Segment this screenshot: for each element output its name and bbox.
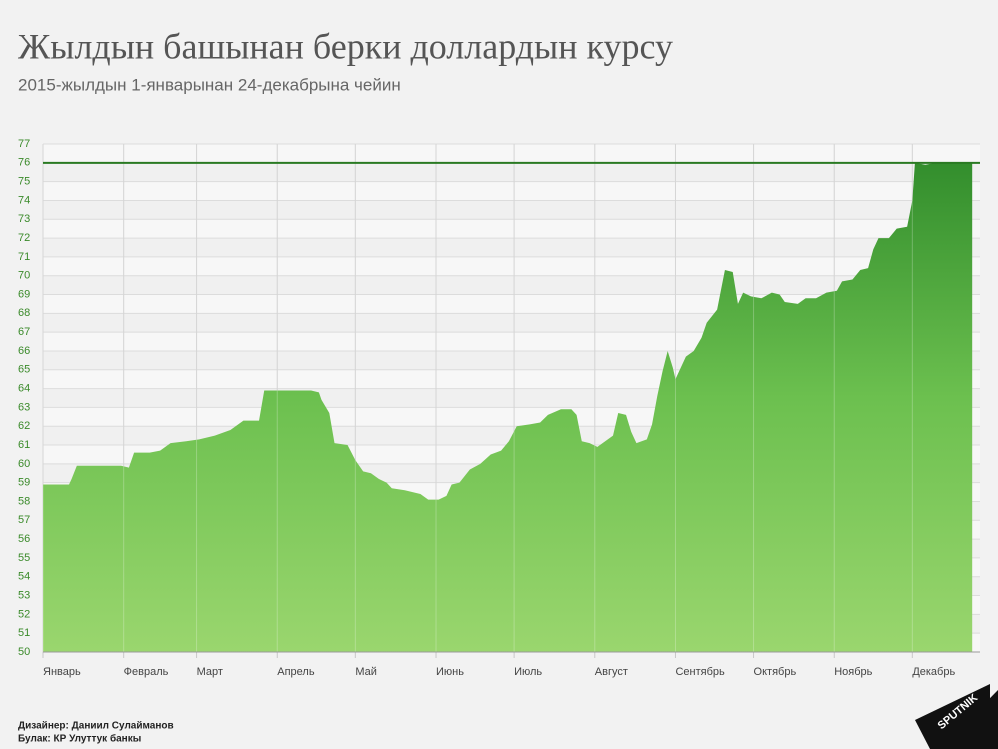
y-tick-label: 67 [18, 326, 30, 338]
chart-subtitle: 2015-жылдын 1-январынан 24-декабрына чей… [18, 75, 401, 94]
y-tick-label: 57 [18, 514, 30, 526]
footer-source: Булак: КР Улуттук банкы [18, 733, 141, 745]
y-tick-label: 51 [18, 627, 30, 639]
y-tick-label: 53 [18, 589, 30, 601]
footer-designer: Дизайнер: Даниил Сулайманов [18, 721, 174, 732]
y-tick-label: 50 [18, 646, 30, 658]
x-tick-label: Ноябрь [834, 666, 872, 678]
y-tick-label: 52 [18, 608, 30, 620]
y-tick-label: 55 [18, 552, 30, 564]
y-tick-label: 60 [18, 458, 30, 470]
y-tick-label: 68 [18, 307, 30, 319]
grid-band [43, 256, 980, 276]
y-tick-label: 76 [18, 157, 30, 169]
y-tick-label: 64 [18, 382, 30, 394]
y-tick-label: 65 [18, 364, 30, 376]
x-tick-label: Июль [514, 666, 542, 678]
y-tick-label: 69 [18, 288, 30, 300]
x-tick-label: Май [355, 666, 377, 678]
y-tick-label: 56 [18, 533, 30, 545]
y-tick-label: 66 [18, 345, 30, 357]
y-tick-label: 62 [18, 420, 30, 432]
y-tick-label: 73 [18, 213, 30, 225]
y-tick-label: 58 [18, 495, 30, 507]
chart-title: Жылдын башынан берки доллардын курсу [18, 26, 673, 66]
x-tick-label: Март [197, 666, 223, 678]
grid-band [43, 219, 980, 239]
x-tick-label: Октябрь [754, 666, 797, 678]
y-tick-label: 72 [18, 232, 30, 244]
x-tick-label: Июнь [436, 666, 464, 678]
grid-band [43, 181, 980, 201]
x-tick-label: Январь [43, 666, 81, 678]
y-tick-label: 74 [18, 194, 30, 206]
grid-band [43, 144, 980, 163]
y-tick-label: 71 [18, 251, 30, 263]
x-tick-label: Февраль [124, 666, 169, 678]
x-tick-label: Сентябрь [675, 666, 725, 678]
y-tick-label: 75 [18, 176, 30, 188]
x-tick-label: Апрель [277, 666, 315, 678]
logo-band [915, 684, 990, 749]
y-tick-label: 77 [18, 138, 30, 150]
x-tick-label: Декабрь [912, 666, 955, 678]
y-tick-label: 70 [18, 270, 30, 282]
y-tick-label: 63 [18, 401, 30, 413]
area [43, 162, 973, 652]
x-tick-label: Август [595, 666, 628, 678]
y-tick-label: 59 [18, 477, 30, 489]
y-tick-label: 61 [18, 439, 30, 451]
y-tick-label: 54 [18, 571, 30, 583]
